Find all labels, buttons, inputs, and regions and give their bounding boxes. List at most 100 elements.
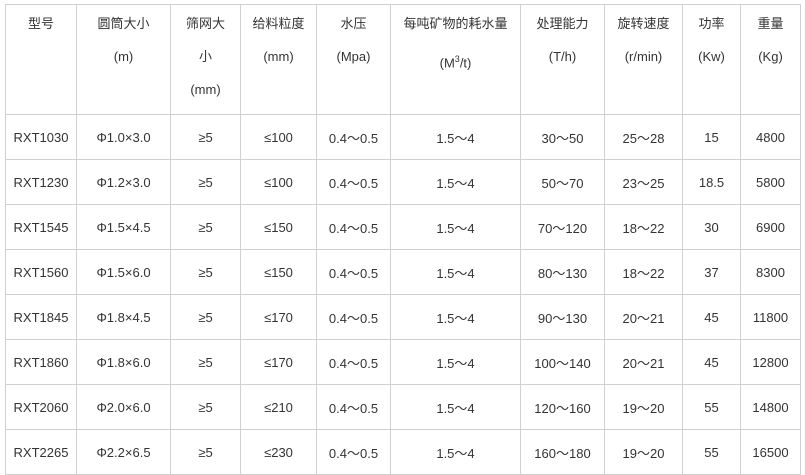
- table-row: RXT1230 Φ1.2×3.0 ≥5 ≤100 0.4～0.5 1.5～4 50～70 23…: [5, 159, 801, 205]
- table-cell: Φ1.2×3.0: [76, 159, 171, 205]
- table-cell: RXT1845: [5, 294, 77, 340]
- table-cell: 0.4～0.5: [316, 384, 391, 430]
- header-name: 水压: [340, 16, 367, 31]
- table-row: RXT1030 Φ1.0×3.0 ≥5 ≤100 0.4～0.5 1.5～4 30～50 25…: [5, 114, 801, 160]
- table-cell: 15: [682, 114, 741, 160]
- table-cell: 1.5～4: [390, 384, 521, 430]
- table-row: RXT1845 Φ1.8×4.5 ≥5 ≤170 0.4～0.5 1.5～4 90～130 2…: [5, 294, 801, 340]
- table-cell: 1.5～4: [390, 204, 521, 250]
- table-cell: 8300: [740, 249, 801, 295]
- table-cell: ≤170: [240, 339, 317, 385]
- table-cell: 0.4～0.5: [316, 294, 391, 340]
- table-cell: 70～120: [520, 204, 605, 250]
- table-cell: 0.4～0.5: [316, 204, 391, 250]
- table-cell: 18～22: [604, 204, 683, 250]
- table-cell: ≥5: [170, 384, 241, 430]
- column-header: 旋转速度 (r/min): [604, 4, 683, 115]
- table-cell: 55: [682, 384, 741, 430]
- header-name: 给料粒度: [252, 16, 305, 31]
- header-name: 型号: [27, 16, 54, 31]
- table-cell: ≥5: [170, 204, 241, 250]
- table-cell: 20～21: [604, 294, 683, 340]
- table-cell: 0.4～0.5: [316, 339, 391, 385]
- table-cell: 90～130: [520, 294, 605, 340]
- table-cell: 30～50: [520, 114, 605, 160]
- header-unit: (r/min): [624, 49, 663, 64]
- table-cell: 120～160: [520, 384, 605, 430]
- table-cell: 23～25: [604, 159, 683, 205]
- header-name: 每吨矿物的耗水量: [403, 16, 508, 31]
- table-cell: ≤100: [240, 159, 317, 205]
- column-header: 处理能力 (T/h): [520, 4, 605, 115]
- table-cell: ≤170: [240, 294, 317, 340]
- header-name: 旋转速度: [617, 16, 670, 31]
- table-cell: RXT1030: [5, 114, 77, 160]
- header-unit: (T/h): [548, 49, 577, 64]
- column-header: 功率 (Kw): [682, 4, 741, 115]
- table-cell: Φ1.8×6.0: [76, 339, 171, 385]
- table-cell: 45: [682, 294, 741, 340]
- table-cell: 1.5～4: [390, 429, 521, 475]
- column-header: 筛网大小 (mm): [170, 4, 241, 115]
- column-header: 水压 (Mpa): [316, 4, 391, 115]
- table-cell: 5800: [740, 159, 801, 205]
- table-cell: 18～22: [604, 249, 683, 295]
- column-header: 型号: [5, 4, 77, 115]
- column-header: 圆筒大小 (m): [76, 4, 171, 115]
- table-cell: RXT1560: [5, 249, 77, 295]
- table-cell: 11800: [740, 294, 801, 340]
- header-name: 筛网大小: [185, 16, 225, 64]
- table-cell: 0.4～0.5: [316, 114, 391, 160]
- table-cell: 1.5～4: [390, 114, 521, 160]
- table-cell: 100～140: [520, 339, 605, 385]
- table-cell: ≤230: [240, 429, 317, 475]
- table-cell: 1.5～4: [390, 294, 521, 340]
- table-cell: 160～180: [520, 429, 605, 475]
- column-header: 给料粒度 (mm): [240, 4, 317, 115]
- table-cell: ≥5: [170, 339, 241, 385]
- header-name: 处理能力: [536, 16, 589, 31]
- table-cell: ≤150: [240, 204, 317, 250]
- table-cell: 14800: [740, 384, 801, 430]
- table-cell: 25～28: [604, 114, 683, 160]
- table-cell: ≤100: [240, 114, 317, 160]
- table-cell: RXT2265: [5, 429, 77, 475]
- header-name: 圆筒大小: [97, 16, 150, 31]
- table-row: RXT1860 Φ1.8×6.0 ≥5 ≤170 0.4～0.5 1.5～4 100～140…: [5, 339, 801, 385]
- table-cell: 0.4～0.5: [316, 159, 391, 205]
- table-cell: 16500: [740, 429, 801, 475]
- header-unit: (Kg): [758, 49, 783, 64]
- table-cell: 80～130: [520, 249, 605, 295]
- table-cell: ≤150: [240, 249, 317, 295]
- table-cell: 50～70: [520, 159, 605, 205]
- table-row: RXT1560 Φ1.5×6.0 ≥5 ≤150 0.4～0.5 1.5～4 80～130 1…: [5, 249, 801, 295]
- table-cell: RXT2060: [5, 384, 77, 430]
- column-header: 重量 (Kg): [740, 4, 801, 115]
- spec-table: 型号 圆筒大小 (m) 筛网大小 (mm) 给料粒度 (mm) 水压 (Mpa) 每吨矿物的耗水量…: [5, 4, 801, 475]
- table-cell: 37: [682, 249, 741, 295]
- table-cell: ≥5: [170, 249, 241, 295]
- header-name: 功率: [698, 16, 725, 31]
- header-row: 型号 圆筒大小 (m) 筛网大小 (mm) 给料粒度 (mm) 水压 (Mpa) 每吨矿物的耗水量…: [5, 4, 801, 115]
- table-cell: RXT1545: [5, 204, 77, 250]
- table-cell: ≥5: [170, 294, 241, 340]
- table-cell: Φ1.5×4.5: [76, 204, 171, 250]
- table-cell: 1.5～4: [390, 249, 521, 295]
- table-cell: 45: [682, 339, 741, 385]
- table-row: RXT2265 Φ2.2×6.5 ≥5 ≤230 0.4～0.5 1.5～4 160～180…: [5, 429, 801, 475]
- table-cell: 19～20: [604, 429, 683, 475]
- table-cell: RXT1230: [5, 159, 77, 205]
- table-cell: ≤210: [240, 384, 317, 430]
- header-unit: (mm): [190, 82, 221, 97]
- table-cell: Φ2.0×6.0: [76, 384, 171, 430]
- column-header: 每吨矿物的耗水量 (M3/t): [390, 4, 521, 115]
- table-cell: ≥5: [170, 159, 241, 205]
- table-cell: 55: [682, 429, 741, 475]
- table-cell: Φ2.2×6.5: [76, 429, 171, 475]
- table-cell: 1.5～4: [390, 339, 521, 385]
- table-cell: 20～21: [604, 339, 683, 385]
- table-cell: 30: [682, 204, 741, 250]
- table-cell: 0.4～0.5: [316, 249, 391, 295]
- table-cell: 0.4～0.5: [316, 429, 391, 475]
- header-unit: (Kw): [698, 49, 725, 64]
